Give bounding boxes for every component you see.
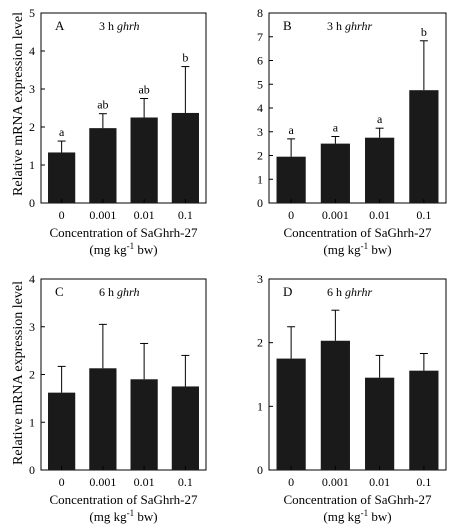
panel-a-xtick-label-1: 0.001 — [89, 208, 116, 222]
panel-a-xtick-label-0: 0 — [59, 208, 65, 222]
panel-c-title-prefix: 6 h — [99, 285, 117, 299]
panel-b-letter: B — [283, 18, 292, 33]
panel-a-bar-1 — [89, 128, 117, 203]
panel-b-ytick-label-2: 2 — [257, 149, 263, 163]
panel-d-bar-3 — [409, 370, 439, 470]
panel-d-ytick-label-2: 2 — [257, 336, 263, 350]
panel-d-xtick-label-1: 0.001 — [322, 475, 349, 489]
panel-c-ytick-label-0: 0 — [29, 463, 35, 477]
panel-d-ytick-label-3: 3 — [257, 272, 263, 286]
panel-b-bar-0 — [276, 156, 306, 203]
panel-a-ytick-label-3: 3 — [29, 82, 35, 96]
panel-c-ytick-label-2: 2 — [29, 368, 35, 382]
panel-a-ytick-label-4: 4 — [29, 44, 35, 58]
panel-d-bar-1 — [320, 340, 350, 470]
panel-b-sig-label-0: a — [288, 123, 294, 137]
panel-b-xlabel-line2: (mg kg-1 bw) — [323, 241, 391, 257]
panel-c-xlabel-line2: (mg kg-1 bw) — [89, 508, 157, 524]
panel-d-xlabel-line1: Concentration of SaGhrh-27 — [283, 492, 432, 507]
panel-a-title-prefix: 3 h — [99, 19, 117, 33]
panel-b-sig-label-2: a — [377, 112, 383, 126]
panel-d-title: 6 h ghrhr — [327, 285, 372, 299]
panel-a: 0 1 2 3 4 5 0 a 0.001 ab 0.01 ab 0.1 b A 3 h ghrh Concen… — [29, 6, 207, 257]
panel-c-title-gene: ghrh — [117, 285, 139, 299]
panel-a-letter: A — [55, 18, 65, 33]
panel-c-xtick-label-3: 0.1 — [178, 475, 193, 489]
panel-d-ytick-label-1: 1 — [257, 399, 263, 413]
panel-b-title-prefix: 3 h — [327, 19, 345, 33]
panel-a-frame — [40, 12, 207, 204]
panel-b-bar-2 — [365, 137, 395, 203]
panel-a-sig-label-3: b — [182, 51, 188, 65]
panel-c-xtick-label-0: 0 — [59, 475, 65, 489]
panel-c-xtick-label-2: 0.01 — [134, 475, 155, 489]
panel-d-xtick-label-0: 0 — [288, 475, 294, 489]
panel-d-bar-0 — [276, 358, 306, 470]
panel-d-frame — [268, 278, 447, 471]
panel-c-title: 6 h ghrh — [99, 285, 139, 299]
panel-a-bar-3 — [171, 112, 199, 203]
ylabel-top: Relative mRNA expression level — [11, 12, 26, 196]
panel-a-sig-label-1: ab — [97, 98, 108, 112]
panel-c-ytick-label-1: 1 — [29, 415, 35, 429]
panel-b: 0 1 2 3 4 5 6 7 8 0 a 0.001 a 0.01 a 0.1 b B 3 h ghrhr Conc… — [257, 6, 447, 257]
panel-a-bar-0 — [48, 152, 76, 203]
panel-b-bar-3 — [409, 90, 439, 203]
panel-d-bar-2 — [365, 377, 395, 470]
panel-a-ytick-label-0: 0 — [29, 196, 35, 210]
panel-a-xtick-label-3: 0.1 — [178, 208, 193, 222]
panel-c: 0 1 2 3 4 0 0.001 0.01 0.1 C 6 h ghrh Concentration… — [29, 272, 207, 524]
panel-a-ytick-label-5: 5 — [29, 6, 35, 20]
panel-a-ytick-label-1: 1 — [29, 158, 35, 172]
panel-d-xtick-label-2: 0.01 — [369, 475, 390, 489]
panel-b-ytick-label-0: 0 — [257, 196, 263, 210]
panel-b-bar-1 — [320, 143, 350, 203]
panel-a-title: 3 h ghrh — [99, 19, 139, 33]
panel-d-xtick-label-3: 0.1 — [416, 475, 431, 489]
panel-c-xtick-label-1: 0.001 — [89, 475, 116, 489]
panel-a-xlabel-line2: (mg kg-1 bw) — [89, 241, 157, 257]
panel-a-bar-2 — [130, 117, 158, 203]
panel-b-ytick-label-8: 8 — [257, 6, 263, 20]
panel-d-title-prefix: 6 h — [327, 285, 345, 299]
panel-b-xtick-label-2: 0.01 — [369, 208, 390, 222]
panel-d-letter: D — [283, 284, 292, 299]
panel-b-ytick-label-4: 4 — [257, 101, 263, 115]
panel-b-sig-label-1: a — [333, 121, 339, 135]
panel-d-ytick-label-0: 0 — [257, 463, 263, 477]
panel-a-xtick-label-2: 0.01 — [134, 208, 155, 222]
panel-d: 0 1 2 3 0 0.001 0.01 0.1 D 6 h ghrhr Concentration… — [257, 272, 447, 524]
panel-b-ytick-label-3: 3 — [257, 125, 263, 139]
panel-b-xtick-label-1: 0.001 — [322, 208, 349, 222]
ylabel-bottom: Relative mRNA expression level — [11, 281, 26, 465]
panel-d-title-gene: ghrhr — [345, 285, 372, 299]
panel-b-ytick-label-1: 1 — [257, 172, 263, 186]
panel-a-title-gene: ghrh — [117, 19, 139, 33]
panel-b-title: 3 h ghrhr — [327, 19, 372, 33]
panel-b-ytick-label-7: 7 — [257, 30, 263, 44]
panel-b-title-gene: ghrhr — [345, 19, 372, 33]
panel-c-ytick-label-4: 4 — [29, 272, 35, 286]
panel-b-ytick-label-6: 6 — [257, 54, 263, 68]
panel-a-xlabel-line1: Concentration of SaGhrh-27 — [49, 225, 198, 240]
panel-b-xtick-label-0: 0 — [288, 208, 294, 222]
panel-a-sig-label-2: ab — [138, 83, 149, 97]
panel-b-xtick-label-3: 0.1 — [416, 208, 431, 222]
panel-c-xlabel-line1: Concentration of SaGhrh-27 — [49, 492, 198, 507]
panel-b-sig-label-3: b — [421, 25, 427, 39]
panel-a-sig-label-0: a — [59, 125, 65, 139]
panel-c-bar-2 — [130, 379, 158, 470]
panel-c-letter: C — [55, 284, 64, 299]
panel-c-bar-0 — [48, 392, 76, 470]
panel-d-xlabel-line2: (mg kg-1 bw) — [323, 508, 391, 524]
panel-c-ytick-label-3: 3 — [29, 320, 35, 334]
panel-c-bar-3 — [171, 386, 199, 470]
panel-b-xlabel-line1: Concentration of SaGhrh-27 — [283, 225, 432, 240]
panel-c-bar-1 — [89, 368, 117, 470]
panel-a-ytick-label-2: 2 — [29, 120, 35, 134]
panel-b-ytick-label-5: 5 — [257, 77, 263, 91]
